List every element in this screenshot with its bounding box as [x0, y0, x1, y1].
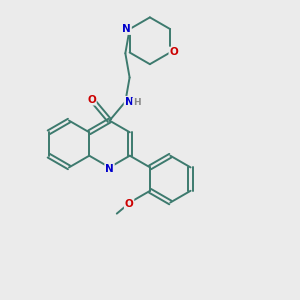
Text: O: O [87, 95, 96, 105]
Text: H: H [133, 98, 141, 107]
Text: N: N [124, 97, 133, 107]
Text: N: N [122, 24, 131, 34]
Text: O: O [169, 47, 178, 58]
Text: N: N [105, 164, 114, 174]
Text: O: O [125, 199, 134, 208]
